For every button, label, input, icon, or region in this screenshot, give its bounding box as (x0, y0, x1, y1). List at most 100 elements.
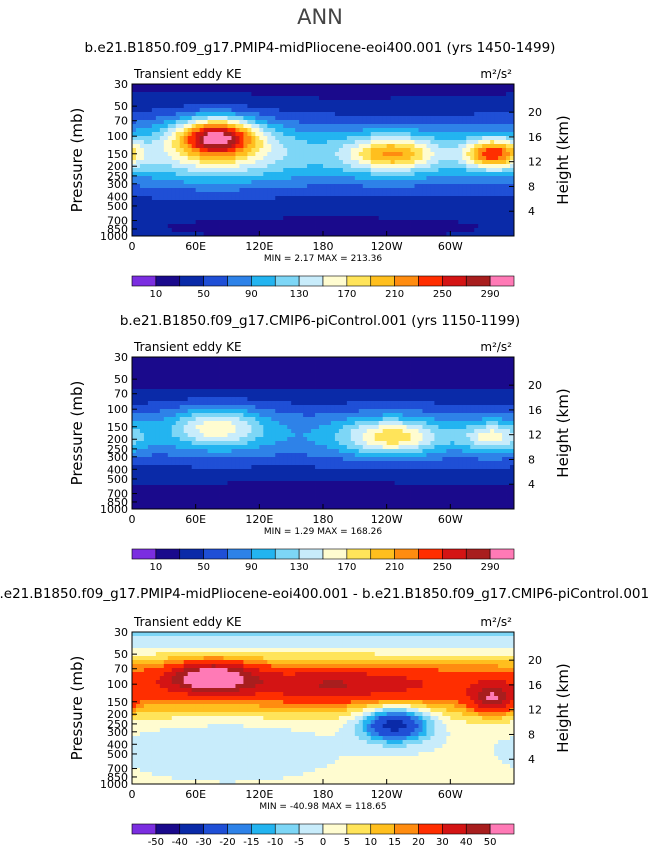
heatmap-cell (338, 136, 344, 141)
heatmap-cell (279, 385, 284, 390)
heatmap-cell (426, 393, 431, 398)
heatmap-cell (398, 136, 403, 141)
heatmap-cell (255, 212, 260, 217)
heatmap-cell (223, 112, 228, 117)
heatmap-cell (179, 373, 185, 378)
heatmap-cell (486, 393, 491, 398)
heatmap-cell (135, 216, 141, 221)
heatmap-cell (498, 220, 503, 225)
heatmap-cell (358, 104, 364, 109)
heatmap-cell (163, 176, 169, 181)
heatmap-cell (402, 188, 407, 193)
heatmap-cell (251, 100, 256, 105)
heatmap-cell (243, 377, 248, 382)
heatmap-cell (151, 212, 157, 217)
heatmap-cell (231, 216, 236, 221)
heatmap-cell (247, 180, 252, 185)
heatmap-cell (223, 381, 228, 386)
heatmap-cell (219, 188, 224, 193)
heatmap-cell (235, 140, 240, 145)
heatmap-cell (486, 369, 491, 374)
heatmap-cell (430, 180, 435, 185)
heatmap-cell (151, 164, 157, 169)
heatmap-cell (132, 148, 137, 153)
heatmap-cell (362, 401, 368, 406)
heatmap-cell (470, 184, 475, 189)
heatmap-cell (430, 84, 435, 89)
heatmap-cell (299, 357, 304, 362)
heatmap-cell (259, 208, 264, 213)
heatmap-cell (470, 224, 475, 229)
heatmap-cell (398, 369, 403, 374)
heatmap-cell (211, 232, 216, 237)
heatmap-cell (438, 192, 443, 197)
heatmap-cell (223, 92, 228, 97)
heatmap-cell (510, 132, 515, 137)
heatmap-cell (132, 188, 137, 193)
heatmap-cell (422, 96, 427, 101)
heatmap-cell (191, 96, 197, 101)
heatmap-cell (442, 188, 447, 193)
heatmap-cell (446, 204, 451, 209)
heatmap-cell (263, 401, 268, 406)
heatmap-cell (394, 100, 400, 105)
heatmap-cell (291, 168, 296, 173)
heatmap-cell (510, 220, 515, 225)
heatmap-cell (494, 112, 499, 117)
heatmap-cell (315, 172, 320, 177)
heatmap-cell (279, 176, 284, 181)
heatmap-cell (390, 180, 396, 185)
heatmap-cell (346, 373, 352, 378)
heatmap-cell (470, 401, 475, 406)
heatmap-cell (267, 385, 272, 390)
heatmap-cell (291, 357, 296, 362)
heatmap-cell (410, 369, 415, 374)
heatmap-cell (362, 136, 368, 141)
heatmap-cell (466, 140, 471, 145)
heatmap-cell (159, 152, 165, 157)
heatmap-cell (422, 132, 427, 137)
heatmap-cell (390, 144, 396, 149)
heatmap-cell (323, 112, 328, 117)
heatmap-cell (390, 365, 396, 370)
heatmap-cell (334, 180, 340, 185)
heatmap-cell (350, 377, 356, 382)
heatmap-cell (303, 104, 308, 109)
heatmap-cell (386, 357, 392, 362)
heatmap-cell (159, 172, 165, 177)
heatmap-cell (207, 184, 212, 189)
heatmap-cell (418, 377, 423, 382)
heatmap-cell (211, 96, 216, 101)
heatmap-cell (342, 124, 348, 129)
heatmap-cell (494, 124, 499, 129)
heatmap-cell (478, 385, 483, 390)
heatmap-cell (390, 212, 396, 217)
heatmap-cell (211, 208, 216, 213)
heatmap-cell (203, 357, 209, 362)
heatmap-cell (374, 148, 380, 153)
heatmap-cell (498, 188, 503, 193)
heatmap-cell (406, 373, 411, 378)
heatmap-cell (159, 220, 165, 225)
heatmap-cell (474, 385, 479, 390)
heatmap-cell (502, 385, 507, 390)
heatmap-cell (171, 220, 177, 225)
heatmap-cell (338, 200, 344, 205)
heatmap-cell (494, 361, 499, 366)
heatmap-cell (426, 232, 431, 237)
heatmap-cell (271, 104, 276, 109)
heatmap-cell (167, 156, 173, 161)
heatmap-cell (135, 373, 141, 378)
heatmap-cell (422, 208, 427, 213)
heatmap-cell (291, 124, 296, 129)
heatmap-cell (438, 124, 443, 129)
heatmap-cell (215, 228, 220, 233)
heatmap-cell (211, 365, 216, 370)
heatmap-cell (267, 144, 272, 149)
heatmap-cell (223, 184, 228, 189)
heatmap-cell (223, 373, 228, 378)
heatmap-cell (422, 204, 427, 209)
heatmap-cell (323, 200, 328, 205)
heatmap-cell (239, 196, 244, 201)
heatmap-cell (243, 204, 248, 209)
